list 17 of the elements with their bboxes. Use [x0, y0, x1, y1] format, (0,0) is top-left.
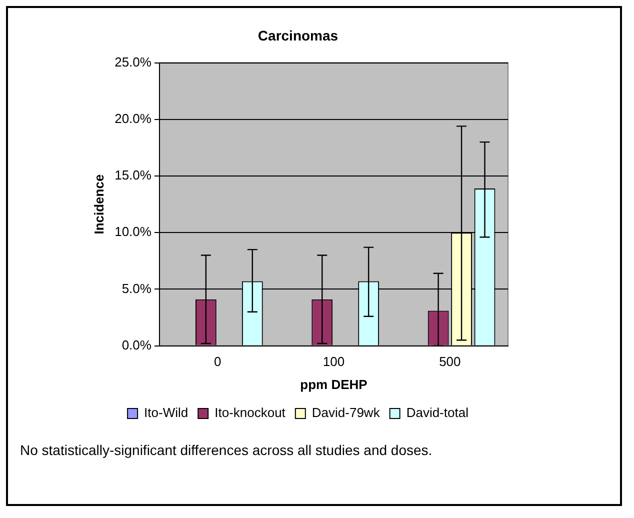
x-tick-label: 500 — [439, 354, 461, 370]
y-tick-label: 5.0% — [122, 280, 152, 296]
legend-label: David-total — [406, 405, 469, 420]
legend-label: Ito-Wild — [144, 405, 188, 420]
x-tick-label: 100 — [322, 354, 345, 370]
legend-label: David-79wk — [312, 405, 380, 420]
text: No statistically-significant differences across all studies and doses. — [20, 441, 434, 460]
y-tick-label: 25.0% — [114, 54, 152, 70]
y-tick-label: 20.0% — [114, 110, 152, 126]
legend-label: Ito-knockout — [214, 405, 286, 420]
x-tick-label: 0 — [214, 354, 222, 370]
x-axis-title: ppm DEHP — [300, 376, 368, 392]
chart-title: Carcinomas — [258, 27, 338, 44]
y-tick-label: 0.0% — [122, 337, 152, 352]
y-tick-label: 10.0% — [114, 224, 152, 240]
y-tick-label: 15.0% — [114, 168, 152, 183]
y-axis-title: Incidence — [91, 174, 106, 234]
